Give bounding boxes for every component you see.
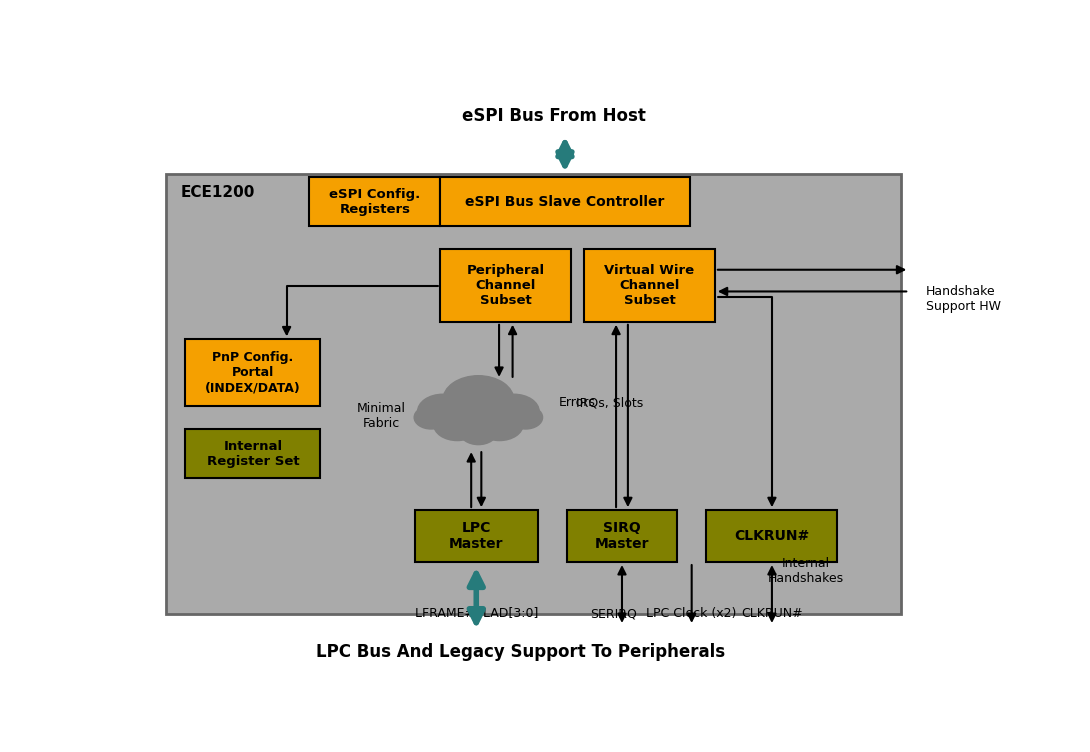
Circle shape	[509, 406, 543, 429]
Text: IRQs, Slots: IRQs, Slots	[576, 396, 643, 409]
FancyBboxPatch shape	[440, 250, 571, 322]
Circle shape	[488, 394, 540, 429]
Text: LPC Clock (x2): LPC Clock (x2)	[646, 607, 737, 620]
Text: Internal
Handshakes: Internal Handshakes	[767, 556, 844, 585]
Text: SERIRQ: SERIRQ	[590, 607, 637, 620]
Text: LPC Bus And Legacy Support To Peripherals: LPC Bus And Legacy Support To Peripheral…	[316, 643, 725, 661]
Text: eSPI Bus Slave Controller: eSPI Bus Slave Controller	[465, 195, 665, 209]
Circle shape	[434, 408, 481, 441]
Circle shape	[414, 406, 448, 429]
Text: Handshake
Support HW: Handshake Support HW	[926, 285, 1001, 313]
Text: Minimal
Fabric: Minimal Fabric	[356, 402, 405, 430]
Circle shape	[417, 394, 469, 429]
FancyBboxPatch shape	[706, 510, 837, 562]
FancyBboxPatch shape	[185, 429, 320, 478]
Text: ECE1200: ECE1200	[181, 185, 255, 199]
FancyBboxPatch shape	[584, 250, 715, 322]
FancyBboxPatch shape	[415, 510, 537, 562]
FancyBboxPatch shape	[166, 174, 900, 614]
Text: eSPI Config.
Registers: eSPI Config. Registers	[329, 188, 421, 216]
Circle shape	[443, 376, 513, 424]
FancyBboxPatch shape	[185, 339, 320, 406]
Text: PnP Config.
Portal
(INDEX/DATA): PnP Config. Portal (INDEX/DATA)	[205, 351, 301, 394]
FancyBboxPatch shape	[310, 177, 440, 226]
Text: eSPI Bus From Host: eSPI Bus From Host	[462, 108, 646, 126]
Circle shape	[460, 419, 497, 444]
Text: Virtual Wire
Channel
Subset: Virtual Wire Channel Subset	[604, 264, 694, 307]
FancyBboxPatch shape	[567, 510, 677, 562]
Circle shape	[476, 408, 523, 441]
Text: CLKRUN#: CLKRUN#	[741, 607, 802, 620]
Text: Internal
Register Set: Internal Register Set	[206, 440, 299, 468]
Text: Errors: Errors	[559, 396, 596, 409]
FancyBboxPatch shape	[440, 177, 690, 226]
Text: CLKRUN#: CLKRUN#	[735, 529, 810, 543]
Text: LFRAME#, LAD[3:0]: LFRAME#, LAD[3:0]	[414, 607, 538, 620]
Text: LPC
Master: LPC Master	[449, 521, 504, 551]
Text: SIRQ
Master: SIRQ Master	[595, 521, 650, 551]
Text: Peripheral
Channel
Subset: Peripheral Channel Subset	[467, 264, 545, 307]
